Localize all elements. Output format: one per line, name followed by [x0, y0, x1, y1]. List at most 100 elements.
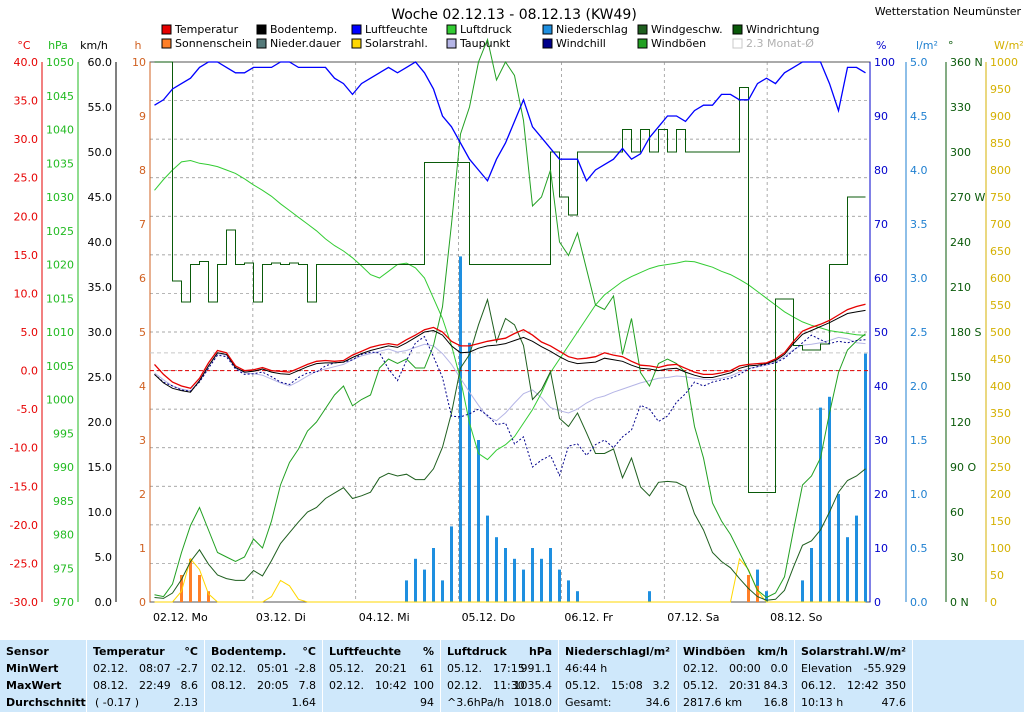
stats-time: ( -0.17 ) — [95, 696, 140, 709]
axis-tick-label: -5.0 — [17, 403, 38, 416]
precip-bar — [540, 558, 543, 602]
axis-tick-label: 0 N — [950, 596, 969, 609]
stats-col-solar: Solarstrahl. W/m² Elevation -55.929 06.12.… — [795, 640, 913, 712]
legend-label: 2.3 Monat-Ø — [746, 37, 814, 50]
stats-value: -2.7 — [176, 662, 198, 675]
axis-tick-label: 270 W — [950, 191, 985, 204]
stats-label-avg: Durchschnitt — [6, 696, 86, 709]
axis-tick-label: 5 — [139, 326, 146, 339]
legend-label: Sonnenschein — [175, 37, 252, 50]
axis-tick-label: 200 — [990, 488, 1011, 501]
axis-tick-label: 0.5 — [910, 542, 928, 555]
stats-distance: 2817.6 km — [683, 696, 743, 709]
axis-tick-label: -20.0 — [10, 519, 38, 532]
legend-label: Temperatur — [174, 23, 239, 36]
grid — [150, 62, 870, 602]
weather-chart: Woche 02.12.13 - 08.12.13 (KW49) Wetters… — [9, 5, 1024, 624]
axis-tick-label: 150 — [950, 371, 971, 384]
axis-tick-label: 25.0 — [88, 371, 113, 384]
x-label: 06.12. Fr — [564, 611, 613, 624]
axis-tick-label: 985 — [53, 495, 74, 508]
axis-tick-label: 10.0 — [88, 506, 113, 519]
precip-bar — [558, 569, 561, 602]
axis-tick-label: 800 — [990, 164, 1011, 177]
axis-tick-label: 990 — [53, 461, 74, 474]
stats-unit: W/m² — [873, 645, 906, 658]
precip-bar — [765, 591, 768, 602]
axis-tick-label: 0.0 — [21, 365, 39, 378]
axis-tick-label: 15.0 — [88, 461, 113, 474]
sunshine-bar — [207, 591, 210, 602]
axis-unit: % — [876, 39, 886, 52]
precip-bar — [495, 537, 498, 602]
stats-label-min: MinWert — [6, 662, 59, 675]
axis-tick-label: 55.0 — [88, 101, 113, 114]
axis-tick-label: 45.0 — [88, 191, 113, 204]
stats-header: Niederschlag — [565, 645, 647, 658]
precip-bar — [441, 580, 444, 602]
axis-tick-label: 4.0 — [910, 164, 928, 177]
axis-tick-label: 35.0 — [14, 95, 39, 108]
stats-time: 20:21 — [375, 662, 407, 675]
stats-date: 02.12. — [329, 679, 364, 692]
series-line-luftdruck — [154, 159, 866, 461]
axis-tick-label: 360 N — [950, 56, 983, 69]
axis-tick-label: 3.0 — [910, 272, 928, 285]
legend-swatch — [732, 24, 743, 35]
legend-swatch — [351, 24, 362, 35]
legend-label: Niederschlag — [556, 23, 628, 36]
legend-label: Taupunkt — [459, 37, 511, 50]
stats-time: 10:42 — [375, 679, 407, 692]
stats-value: 1.64 — [291, 696, 317, 709]
series-line-taupunkt — [154, 336, 866, 422]
x-label: 07.12. Sa — [667, 611, 719, 624]
stats-value: 350 — [885, 679, 906, 692]
axis-tick-label: 40.0 — [88, 236, 113, 249]
stats-value: 0.0 — [770, 662, 789, 675]
precip-bar — [486, 515, 489, 602]
precip-bar — [864, 353, 867, 602]
precip-bar — [423, 569, 426, 602]
legend-label: Windchill — [556, 37, 606, 50]
precip-bar — [837, 494, 840, 602]
stats-date: 02.12. — [93, 662, 128, 675]
series-line-windb-en — [154, 37, 866, 599]
series-line-bodentemp- — [154, 309, 866, 393]
legend-swatch — [637, 24, 648, 35]
stats-time: 11:30 — [493, 679, 525, 692]
axis-tick-label: 1010 — [46, 326, 74, 339]
axis-tick-label: 1045 — [46, 90, 74, 103]
axis-tick-label: 995 — [53, 427, 74, 440]
series-line-windrichtung — [154, 61, 866, 493]
axis-tick-label: 2.0 — [910, 380, 928, 393]
legend-swatch — [256, 38, 267, 49]
axis-tick-label: 80 — [874, 164, 888, 177]
axis-unit: km/h — [80, 39, 108, 52]
legend-swatch — [161, 24, 172, 35]
precip-bar — [549, 548, 552, 602]
legend-swatch — [637, 38, 648, 49]
legend-label: Bodentemp. — [270, 23, 337, 36]
sunshine-bar — [756, 585, 759, 602]
statistics-panel: Sensor MinWert MaxWert Durchschnitt Temp… — [0, 640, 1024, 712]
axis-tick-label: 9 — [139, 110, 146, 123]
legend-swatch — [351, 38, 362, 49]
series-line-temperatur — [154, 303, 866, 390]
precip-bar — [855, 515, 858, 602]
axis-tick-label: 50 — [874, 326, 888, 339]
axis-tick-label: 0.0 — [95, 596, 113, 609]
stats-value: -2.8 — [294, 662, 316, 675]
axis-tick-label: 10 — [874, 542, 888, 555]
precip-bar — [648, 591, 651, 602]
axis-tick-label: 30.0 — [14, 133, 39, 146]
stats-elevation-label: Elevation — [801, 662, 853, 675]
stats-value: 991.1 — [520, 662, 553, 675]
axis-tick-label: 1005 — [46, 360, 74, 373]
axis-tick-label: 400 — [990, 380, 1011, 393]
axis-tick-label: 60 — [950, 506, 964, 519]
x-label: 03.12. Di — [256, 611, 306, 624]
axis-tick-label: 20.0 — [14, 210, 39, 223]
axis-tick-label: 70 — [874, 218, 888, 231]
sunshine-bar — [180, 575, 183, 602]
station-name: Wetterstation Neumünster — [875, 5, 1022, 18]
